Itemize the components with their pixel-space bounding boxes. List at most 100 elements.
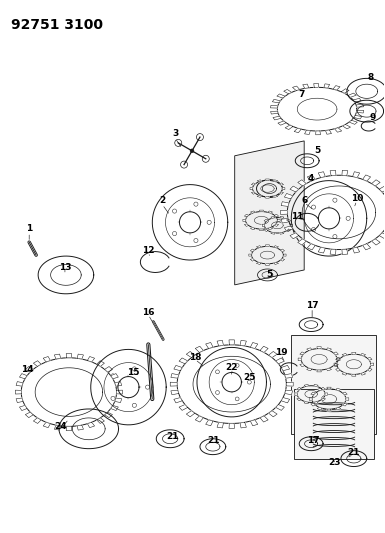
Text: 17: 17	[307, 436, 320, 445]
Polygon shape	[286, 382, 293, 386]
Polygon shape	[342, 249, 348, 254]
Polygon shape	[273, 195, 278, 197]
Polygon shape	[186, 411, 195, 417]
Polygon shape	[240, 341, 246, 346]
Polygon shape	[300, 352, 305, 355]
Text: 17: 17	[306, 301, 318, 310]
Polygon shape	[372, 180, 380, 186]
Polygon shape	[298, 239, 306, 245]
Polygon shape	[269, 411, 277, 417]
Text: 92751 3100: 92751 3100	[11, 18, 103, 32]
Polygon shape	[256, 262, 261, 264]
Text: 12: 12	[142, 246, 154, 255]
Polygon shape	[257, 180, 261, 182]
Polygon shape	[287, 219, 291, 222]
Text: 10: 10	[351, 194, 363, 203]
Polygon shape	[280, 211, 287, 214]
Polygon shape	[186, 351, 195, 358]
Polygon shape	[349, 120, 357, 124]
Polygon shape	[117, 390, 122, 394]
Polygon shape	[25, 367, 33, 372]
Polygon shape	[330, 170, 336, 176]
Polygon shape	[324, 84, 330, 88]
Polygon shape	[321, 398, 325, 401]
Polygon shape	[281, 219, 289, 223]
Text: 7: 7	[298, 90, 305, 99]
Text: 2: 2	[159, 196, 165, 205]
Polygon shape	[352, 352, 356, 354]
Polygon shape	[271, 216, 275, 219]
Polygon shape	[361, 373, 365, 375]
Polygon shape	[280, 249, 285, 252]
Text: 14: 14	[21, 365, 33, 374]
Polygon shape	[244, 214, 249, 217]
Polygon shape	[250, 188, 253, 190]
Polygon shape	[314, 84, 318, 87]
Polygon shape	[293, 86, 300, 91]
Text: 13: 13	[59, 263, 71, 272]
Polygon shape	[33, 361, 41, 366]
Polygon shape	[115, 398, 122, 402]
Polygon shape	[54, 354, 61, 359]
Polygon shape	[271, 232, 275, 235]
Polygon shape	[290, 224, 293, 227]
Polygon shape	[20, 406, 27, 410]
Polygon shape	[87, 357, 95, 362]
Polygon shape	[240, 422, 246, 428]
Polygon shape	[326, 348, 331, 351]
Polygon shape	[277, 219, 280, 221]
Text: 18: 18	[189, 353, 201, 362]
Polygon shape	[271, 111, 278, 114]
Polygon shape	[262, 224, 264, 227]
Polygon shape	[269, 351, 277, 358]
Polygon shape	[105, 412, 112, 418]
Polygon shape	[336, 388, 341, 391]
Text: 8: 8	[368, 73, 374, 82]
Polygon shape	[268, 211, 273, 213]
Polygon shape	[273, 99, 280, 103]
Polygon shape	[179, 358, 188, 364]
Polygon shape	[367, 368, 372, 372]
Polygon shape	[325, 393, 327, 395]
Polygon shape	[115, 382, 122, 386]
Polygon shape	[276, 405, 285, 410]
Polygon shape	[321, 387, 325, 390]
Polygon shape	[333, 364, 338, 367]
Polygon shape	[259, 210, 263, 212]
Polygon shape	[111, 406, 118, 410]
Polygon shape	[206, 420, 213, 426]
Polygon shape	[304, 384, 308, 386]
Polygon shape	[297, 387, 301, 390]
Polygon shape	[372, 239, 380, 245]
Polygon shape	[317, 388, 322, 391]
Text: 4: 4	[308, 174, 314, 183]
Polygon shape	[171, 374, 179, 378]
Polygon shape	[174, 366, 182, 371]
Text: 19: 19	[275, 348, 288, 357]
Polygon shape	[357, 110, 364, 113]
Polygon shape	[66, 426, 72, 431]
Polygon shape	[335, 128, 341, 132]
Polygon shape	[314, 402, 318, 403]
Polygon shape	[290, 233, 299, 239]
Polygon shape	[379, 186, 385, 192]
Polygon shape	[260, 346, 268, 352]
Polygon shape	[356, 104, 363, 107]
Text: 16: 16	[142, 308, 154, 317]
Polygon shape	[229, 340, 234, 345]
Polygon shape	[251, 183, 255, 185]
Polygon shape	[195, 416, 203, 422]
Polygon shape	[326, 368, 331, 371]
Polygon shape	[229, 423, 234, 429]
Circle shape	[190, 149, 194, 153]
Polygon shape	[295, 393, 297, 395]
Polygon shape	[307, 348, 312, 351]
Polygon shape	[309, 398, 312, 400]
Polygon shape	[251, 192, 255, 194]
Polygon shape	[244, 224, 249, 227]
Polygon shape	[336, 357, 340, 360]
Text: 24: 24	[55, 422, 67, 431]
Polygon shape	[316, 131, 320, 135]
Polygon shape	[266, 197, 269, 198]
Polygon shape	[305, 130, 310, 134]
